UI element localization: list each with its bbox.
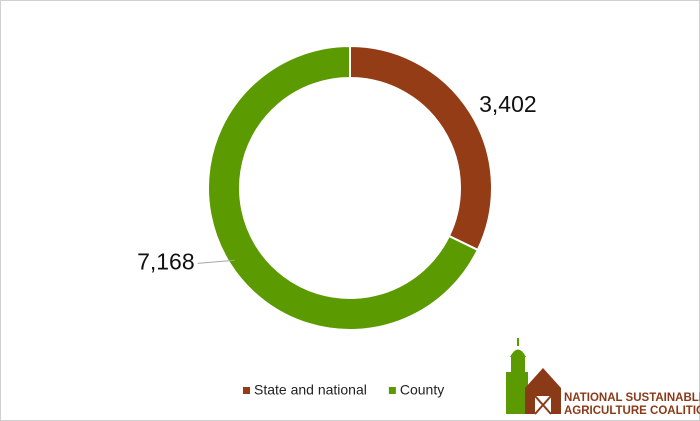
data-label: 7,168 [137, 248, 195, 274]
legend-label: State and national [254, 382, 367, 398]
donut-slice [207, 44, 480, 331]
leader-line [197, 259, 235, 264]
logo-text: NATIONAL SUSTAINABLE [564, 392, 700, 404]
data-label: 3,402 [479, 91, 537, 117]
legend-label: County [400, 382, 444, 398]
logo-text: AGRICULTURE COALITION [564, 405, 700, 417]
legend-swatch [243, 387, 250, 394]
legend-swatch [388, 387, 396, 394]
logo-icon [506, 338, 561, 415]
